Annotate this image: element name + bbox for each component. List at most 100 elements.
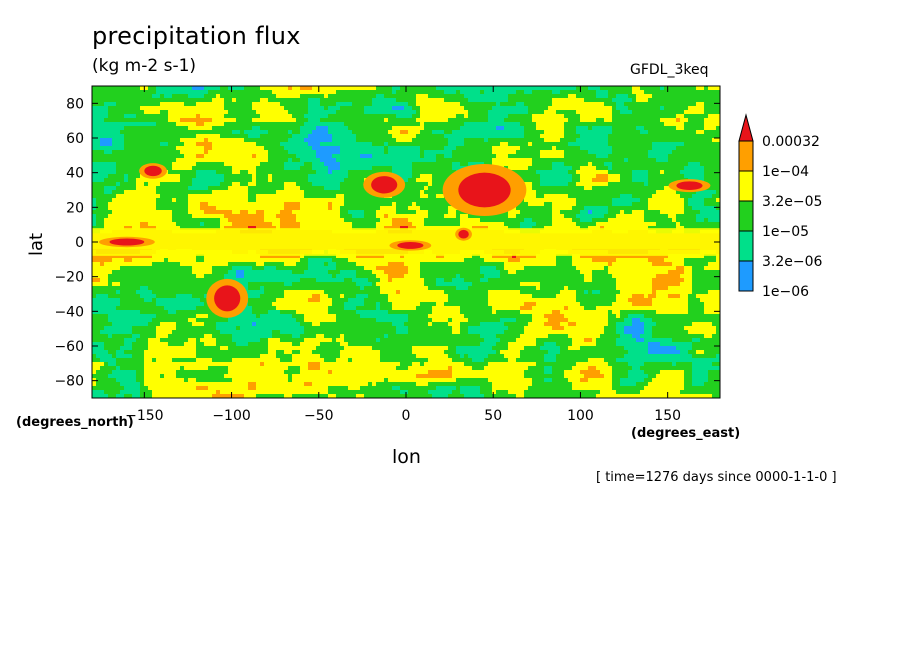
field-cell (412, 202, 417, 207)
field-cell (456, 214, 461, 219)
field-cell (164, 306, 197, 311)
field-cell (388, 298, 449, 303)
field-cell (396, 114, 413, 119)
field-cell (612, 366, 633, 371)
field-cell (156, 86, 193, 91)
field-cell (256, 154, 269, 159)
field-cell (272, 222, 281, 227)
field-cell (576, 130, 613, 135)
field-cell (620, 310, 657, 315)
field-cell (488, 362, 537, 367)
field-cell (572, 206, 585, 211)
field-cell (184, 102, 197, 107)
field-cell (124, 342, 133, 347)
field-cell (552, 378, 569, 383)
field-cell (668, 270, 685, 275)
field-cell (696, 350, 705, 355)
field-cell (324, 186, 341, 191)
field-cell (188, 94, 205, 99)
field-cell (560, 322, 569, 327)
field-cell (196, 378, 233, 383)
field-cell (336, 266, 365, 271)
field-cell (304, 254, 337, 259)
field-cell (320, 118, 385, 123)
field-cell (576, 294, 617, 299)
field-cell (468, 326, 509, 331)
field-cell (684, 382, 693, 387)
field-cell (248, 302, 273, 307)
field-cell (100, 142, 113, 147)
field-cell (616, 326, 625, 331)
field-cell (448, 294, 489, 299)
field-cell (336, 274, 357, 279)
field-cell (556, 110, 577, 115)
field-cell (536, 286, 541, 291)
field-cell (696, 102, 705, 107)
field-cell (612, 302, 633, 307)
field-cell (220, 94, 277, 99)
field-cell (520, 182, 533, 187)
field-cell (212, 266, 233, 271)
field-cell (632, 170, 649, 175)
field-cell (136, 178, 181, 183)
field-cell (392, 222, 413, 227)
field-cell (544, 202, 553, 207)
field-cell (344, 194, 385, 199)
field-cell (684, 114, 709, 119)
field-cell (640, 86, 661, 91)
field-cell (224, 98, 233, 103)
field-cell (612, 162, 689, 167)
field-cell (140, 310, 169, 315)
field-cell (520, 258, 557, 263)
field-cell (616, 106, 629, 111)
field-cell (716, 126, 720, 131)
field-cell (92, 190, 105, 195)
field-cell (644, 370, 661, 375)
field-cell (584, 186, 593, 191)
field-cell (648, 174, 685, 179)
field-cell (260, 114, 293, 119)
field-cell (120, 346, 133, 351)
field-cell (516, 194, 537, 199)
field-cell (288, 150, 317, 155)
field-cell (452, 154, 497, 159)
field-cell (148, 182, 161, 187)
field-cell (276, 306, 329, 311)
field-cell (280, 310, 297, 315)
field-cell (528, 366, 545, 371)
field-cell (328, 106, 341, 111)
field-cell (488, 138, 545, 143)
colorbar-label: 1e−06 (762, 284, 809, 300)
field-cell (188, 186, 209, 191)
field-cell (352, 130, 389, 135)
field-cell (576, 138, 609, 143)
field-cell (584, 374, 605, 379)
field-cell (104, 102, 117, 107)
field-cell (172, 166, 193, 171)
field-cell (304, 382, 313, 387)
field-cell (316, 150, 341, 155)
field-cell (280, 218, 297, 223)
field-cell (108, 206, 157, 211)
field-cell (572, 342, 597, 347)
field-cell (436, 386, 457, 391)
field-cell (592, 178, 609, 183)
field-cell (108, 174, 125, 179)
field-cell (604, 374, 613, 379)
field-cell (92, 98, 213, 103)
field-cell (500, 270, 509, 275)
field-cell (660, 370, 685, 375)
field-cell (92, 330, 101, 335)
field-cell (92, 206, 97, 211)
field-cell (608, 174, 621, 179)
field-cell (340, 206, 381, 211)
field-cell (340, 294, 345, 299)
field-cell (520, 306, 533, 311)
field-cell (116, 350, 125, 355)
field-cell (464, 354, 469, 359)
field-cell (596, 366, 613, 371)
colorbar-arrow (738, 113, 754, 142)
field-cell (576, 170, 609, 175)
field-cell (384, 142, 389, 147)
field-cell (384, 150, 389, 155)
